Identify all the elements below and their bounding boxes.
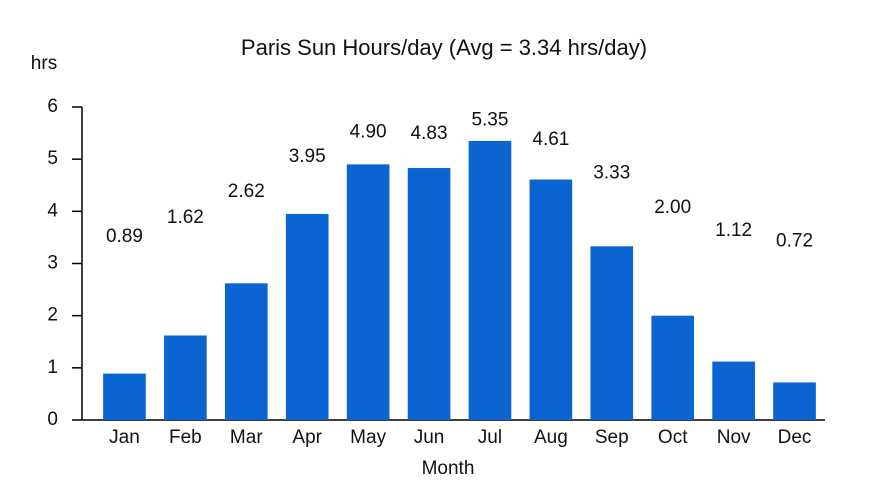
value-label: 1.12: [715, 220, 752, 241]
x-tick-label: Dec: [778, 427, 812, 448]
value-label: 2.62: [228, 181, 265, 202]
bar: [590, 246, 634, 420]
x-tick-label: Jun: [414, 427, 445, 448]
y-tick-label: 6: [47, 96, 58, 117]
value-label: 4.83: [411, 123, 448, 144]
x-tick-label: Feb: [169, 427, 202, 448]
x-axis-label: Month: [422, 458, 475, 479]
bar: [407, 168, 451, 420]
bar: [224, 283, 268, 420]
value-label: 2.00: [654, 197, 691, 218]
y-axis-label: hrs: [31, 53, 57, 74]
value-label: 4.90: [350, 121, 387, 142]
x-tick-label: Nov: [717, 427, 751, 448]
x-tick-label: Jul: [478, 427, 502, 448]
bar: [773, 382, 816, 420]
value-label: 1.62: [167, 207, 204, 228]
bar: [468, 140, 512, 421]
x-tick-label: Apr: [292, 427, 322, 448]
x-tick-label: May: [350, 427, 386, 448]
x-tick-label: Sep: [595, 427, 629, 448]
y-tick-label: 5: [47, 148, 58, 169]
bar: [285, 213, 329, 420]
x-tick-label: Jan: [109, 427, 140, 448]
bar: [103, 373, 146, 420]
y-tick-label: 3: [47, 253, 58, 274]
y-tick-label: 1: [47, 357, 58, 378]
value-label: 0.89: [106, 226, 143, 247]
chart-title: Paris Sun Hours/day (Avg = 3.34 hrs/day): [241, 35, 647, 60]
value-label: 3.33: [593, 162, 630, 183]
bar: [529, 179, 573, 420]
value-label: 0.72: [776, 230, 813, 251]
x-tick-label: Mar: [230, 427, 263, 448]
bar: [346, 164, 390, 420]
value-label: 5.35: [471, 110, 508, 131]
y-tick-label: 4: [47, 200, 58, 221]
x-tick-label: Aug: [534, 427, 568, 448]
x-tick-label: Oct: [658, 427, 688, 448]
bar: [164, 335, 207, 420]
bar: [651, 315, 695, 420]
y-tick-label: 2: [47, 305, 58, 326]
y-tick-label: 0: [47, 409, 58, 430]
value-label: 4.61: [532, 129, 569, 150]
bar: [712, 361, 755, 420]
value-label: 3.95: [289, 146, 326, 167]
